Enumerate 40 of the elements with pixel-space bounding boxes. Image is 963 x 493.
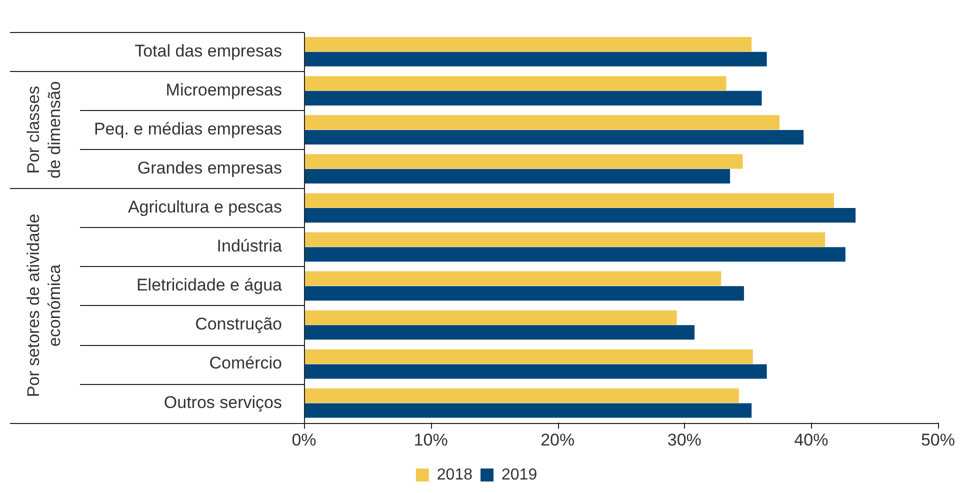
- bar: [304, 310, 677, 325]
- y-tick-label: Construção: [195, 314, 282, 334]
- bar: [304, 154, 743, 169]
- bar: [304, 52, 767, 66]
- bar: [304, 271, 722, 286]
- bar: [304, 403, 752, 418]
- bar: [304, 247, 846, 262]
- x-tick-label: 40%: [794, 430, 828, 450]
- bar: [304, 388, 739, 403]
- bar: [304, 232, 826, 247]
- y-tick-label: Agricultura e pescas: [128, 198, 282, 217]
- bar: [304, 130, 804, 144]
- bar: [304, 349, 753, 364]
- y-tick-label: Total das empresas: [134, 41, 282, 60]
- x-tick-label: 50%: [920, 430, 956, 450]
- y-tick-label: Microempresas: [166, 80, 282, 100]
- bar: [304, 286, 744, 301]
- bar: [304, 90, 762, 106]
- bar: [304, 364, 767, 379]
- legend-label: 2018: [436, 466, 473, 484]
- x-tick-label: 20%: [540, 430, 575, 450]
- text: Por setores de atividade económica: [24, 214, 64, 398]
- x-tick-label: 30%: [667, 430, 702, 450]
- bar: [304, 193, 834, 208]
- bar: [304, 37, 752, 52]
- x-tick-label: 0%: [292, 430, 316, 450]
- y-tick-label: Indústria: [216, 236, 283, 256]
- legend-label: 2019: [502, 466, 538, 484]
- bar: [304, 168, 730, 184]
- bar: [304, 76, 726, 91]
- text: Por classes de dimensão: [24, 81, 64, 178]
- y-tick-label: Peq. e médias empresas: [94, 119, 282, 138]
- x-tick-label: 10%: [414, 430, 448, 450]
- y-tick-label: Grandes empresas: [137, 158, 282, 178]
- bar: [304, 208, 856, 223]
- bar: [304, 325, 695, 340]
- bar: [304, 115, 780, 130]
- y-tick-label: Eletricidade e água: [136, 276, 283, 295]
- y-tick-label: Comércio: [209, 354, 282, 373]
- y-tick-label: Outros serviços: [164, 392, 282, 412]
